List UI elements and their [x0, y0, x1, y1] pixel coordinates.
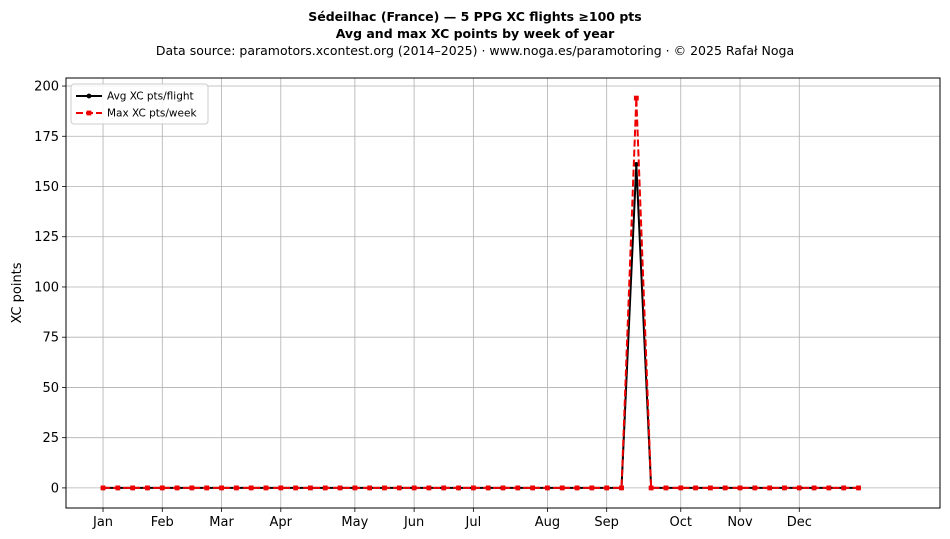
series-layer	[100, 95, 861, 491]
data-point	[100, 485, 106, 491]
x-tick-label: Feb	[151, 515, 174, 530]
data-point	[145, 485, 150, 491]
legend-label: Max XC pts/week	[107, 108, 197, 120]
data-point	[826, 485, 832, 491]
data-point	[308, 485, 313, 491]
y-axis-label: XC points	[10, 262, 25, 323]
data-point	[841, 485, 847, 491]
data-point	[219, 485, 224, 491]
x-tick-label: Jul	[465, 515, 482, 530]
data-point	[426, 485, 432, 491]
y-tick-label: 125	[34, 230, 59, 245]
data-point	[248, 485, 254, 491]
data-point	[515, 485, 521, 491]
data-point	[204, 485, 210, 491]
data-point	[811, 485, 817, 491]
legend-marker	[86, 93, 92, 99]
data-point	[767, 485, 773, 491]
data-point	[367, 485, 373, 491]
data-point	[233, 485, 239, 491]
y-tick-label: 150	[34, 180, 59, 195]
data-point	[663, 485, 669, 491]
data-point	[396, 485, 402, 491]
x-axis: Jan Feb Mar Apr May Jun Jul Aug Sep Oct Nov Dec	[92, 508, 812, 530]
legend-label: Avg XC pts/flight	[107, 91, 194, 103]
y-axis: 0 25 50 75 100 125 150 175 200	[34, 80, 66, 496]
data-point	[130, 485, 136, 491]
chart-source: Data source: paramotors.xcontest.org (20…	[155, 43, 795, 58]
x-tick-label: Sep	[594, 515, 619, 530]
data-point	[752, 485, 758, 491]
data-point	[352, 485, 358, 491]
y-tick-label: 50	[42, 381, 59, 396]
data-point	[633, 95, 639, 101]
data-point	[678, 485, 684, 491]
data-point	[441, 485, 447, 491]
x-tick-label: May	[341, 515, 368, 530]
x-tick-label: Apr	[270, 515, 293, 530]
data-point	[545, 485, 550, 491]
data-point	[263, 485, 269, 491]
data-point	[782, 485, 787, 491]
data-point	[707, 485, 713, 491]
x-tick-label: Aug	[535, 515, 560, 530]
data-point	[796, 485, 802, 491]
y-tick-label: 200	[34, 80, 59, 95]
x-tick-label: Jan	[92, 515, 113, 530]
data-point	[174, 485, 180, 491]
data-point	[648, 485, 654, 491]
data-point	[278, 485, 284, 491]
data-point	[530, 485, 536, 491]
data-point	[619, 485, 624, 491]
data-point	[559, 485, 565, 491]
data-point	[485, 485, 491, 491]
data-point	[159, 485, 165, 491]
data-point	[411, 485, 417, 491]
data-point	[589, 485, 595, 491]
data-point	[470, 485, 476, 491]
plot-frame	[65, 77, 941, 509]
x-tick-label: Oct	[670, 515, 692, 530]
y-tick-label: 75	[42, 331, 59, 346]
data-point	[115, 485, 121, 491]
series-1	[100, 162, 861, 491]
data-point	[382, 485, 387, 491]
y-tick-label: 0	[51, 481, 59, 496]
data-point	[737, 485, 743, 491]
series-line	[103, 97, 859, 489]
data-point	[722, 485, 728, 491]
y-tick-label: 25	[42, 431, 59, 446]
data-point	[456, 485, 461, 491]
series-2	[100, 95, 861, 491]
data-point	[693, 485, 698, 491]
chart-subtitle: Avg and max XC points by week of year	[335, 26, 615, 41]
x-tick-label: Jun	[403, 515, 424, 530]
legend-box	[70, 83, 209, 125]
series-line	[103, 163, 859, 489]
x-tick-label: Mar	[209, 515, 234, 530]
y-tick-label: 100	[34, 280, 59, 295]
data-point	[322, 485, 328, 491]
legend: Avg XC pts/flight Max XC pts/week	[70, 83, 209, 125]
data-point	[189, 485, 195, 491]
chart-title: Sédeilhac (France) — 5 PPG XC flights ≥1…	[308, 9, 642, 24]
y-tick-label: 175	[34, 130, 59, 145]
data-point	[633, 162, 639, 167]
data-point	[337, 485, 343, 491]
data-point	[604, 485, 610, 491]
legend-marker	[86, 110, 92, 116]
x-tick-label: Nov	[727, 515, 753, 530]
data-point	[856, 485, 861, 491]
data-point	[500, 485, 506, 491]
x-tick-label: Dec	[787, 515, 812, 530]
data-point	[293, 485, 299, 491]
grid-lines	[66, 78, 940, 508]
data-point	[574, 485, 580, 491]
chart-titles: Sédeilhac (France) — 5 PPG XC flights ≥1…	[0, 8, 950, 59]
